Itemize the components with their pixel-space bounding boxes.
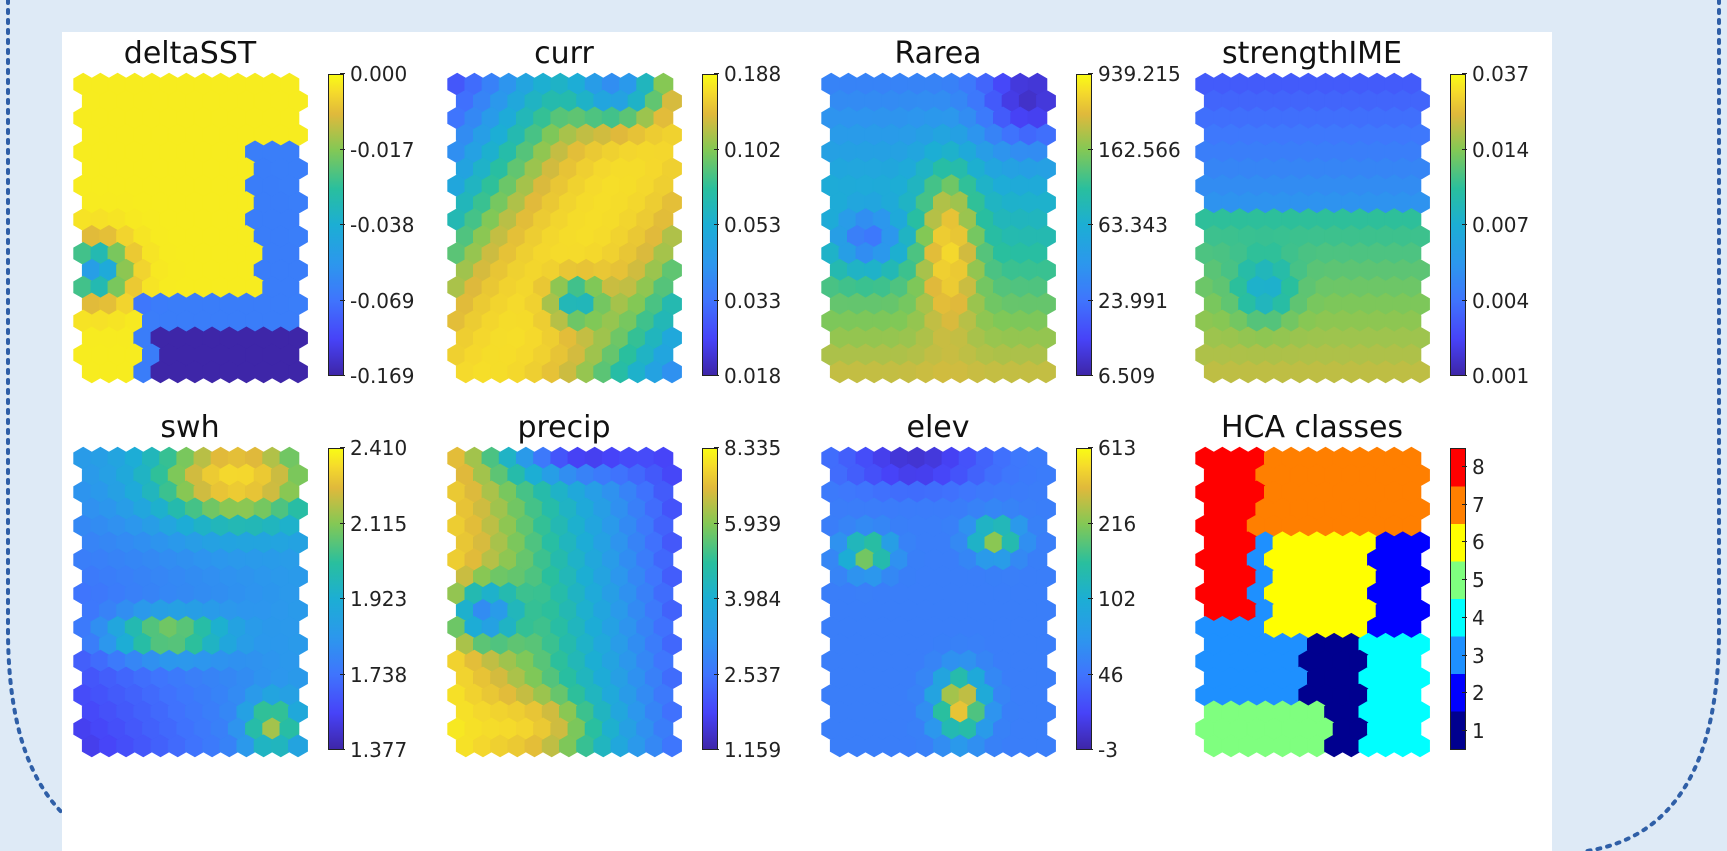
colorbar-tick-label: 0.007: [1461, 213, 1530, 237]
hex-cell: [662, 360, 682, 384]
colorbar-tick-label: 8.335: [713, 436, 782, 460]
colorbar-tick-label: 1.159: [713, 738, 782, 762]
colorbar-tick-label: 0.053: [713, 213, 782, 237]
som-panel-elev: elev 613 216 102 46 -3: [821, 410, 1182, 780]
figure-area: deltaSST 0.000 -0.017 -0.038 -0.069 -0.169 cur…: [62, 32, 1552, 851]
colorbar-tick-label: 4: [1462, 605, 1485, 630]
som-panel-hca-classes: HCA classes 8 7 6 5 4 3 2 1: [1195, 410, 1556, 780]
colorbar: [1450, 448, 1466, 750]
colorbar-tick-label: 162.566: [1088, 137, 1181, 162]
colorbar-tick-label: 5.939: [713, 511, 782, 536]
colorbar-tick-label: 0.033: [713, 288, 782, 313]
panel-title: curr: [534, 36, 594, 71]
colorbar-tick-label: 0.037: [1461, 62, 1530, 86]
panel-title: Rarea: [894, 36, 982, 71]
colorbar-tick-label: 3.984: [713, 587, 782, 611]
som-panel-rarea: Rarea 939.215 162.566 63.343 23.991 6.509: [821, 36, 1182, 406]
colorbar-tick-label: 63.343: [1088, 213, 1168, 237]
colorbar-tick-label: 46: [1087, 662, 1124, 687]
colorbar-tick-label: 6: [1462, 530, 1485, 555]
colorbar-tick-label: -0.017: [339, 137, 415, 162]
colorbar-tick-label: 3: [1462, 643, 1485, 668]
som-hex-map: [1195, 72, 1430, 384]
som-panel-strengthime: strengthIME 0.037 0.014 0.007 0.004 0.001: [1195, 36, 1556, 406]
colorbar-tick-label: 23.991: [1088, 288, 1168, 313]
panel-title: precip: [517, 410, 611, 445]
colorbar-tick-label: 6.509: [1087, 364, 1156, 388]
som-hex-map: [447, 72, 682, 384]
panel-title: deltaSST: [123, 36, 257, 71]
colorbar-tick-label: 939.215: [1088, 62, 1181, 86]
colorbar-tick-label: 5: [1462, 568, 1485, 593]
colorbar-tick-label: 1.923: [339, 587, 408, 611]
som-hex-map: [821, 72, 1056, 384]
hex-cell: [662, 734, 682, 758]
colorbar-tick-label: 2.115: [339, 511, 408, 536]
som-hex-map: [447, 446, 682, 758]
colorbar: [1076, 448, 1092, 750]
hex-cell: [1410, 360, 1430, 384]
hex-cell: [1036, 360, 1056, 384]
colorbar: [1450, 74, 1466, 376]
colorbar-tick-label: -0.169: [339, 364, 415, 388]
colorbar: [328, 74, 344, 376]
som-panel-curr: curr 0.188 0.102 0.053 0.033 0.018: [447, 36, 808, 406]
colorbar-tick-label: 8: [1462, 454, 1485, 479]
som-panel-swh: swh 2.410 2.115 1.923 1.738 1.377: [73, 410, 434, 780]
colorbar-tick-label: 0.014: [1461, 137, 1530, 162]
colorbar-tick-label: 0.001: [1461, 364, 1530, 388]
hex-cell: [288, 360, 308, 384]
colorbar-tick-label: 0.188: [713, 62, 782, 86]
panel-title: HCA classes: [1220, 410, 1404, 445]
som-panel-precip: precip 8.335 5.939 3.984 2.537 1.159: [447, 410, 808, 780]
colorbar-tick-label: 0.102: [713, 137, 782, 162]
colorbar-tick-label: 1.377: [339, 738, 408, 762]
colorbar-tick-label: 0.018: [713, 364, 782, 388]
colorbar-tick-label: -0.069: [339, 288, 415, 313]
hex-cell: [288, 734, 308, 758]
colorbar-tick-label: 0.000: [339, 62, 408, 86]
colorbar-tick-label: 0.004: [1461, 288, 1530, 313]
panel-title: elev: [906, 410, 970, 445]
colorbar: [702, 74, 718, 376]
colorbar: [1076, 74, 1092, 376]
colorbar-tick-label: 2.410: [339, 436, 408, 460]
colorbar-tick-label: 216: [1087, 511, 1137, 536]
colorbar-tick-label: -3: [1088, 738, 1118, 762]
colorbar-tick-label: 102: [1087, 587, 1137, 611]
panel-title: swh: [160, 410, 220, 445]
colorbar-tick-label: -0.038: [339, 213, 415, 237]
som-hex-map: [73, 72, 308, 384]
colorbar-tick-label: 2: [1462, 681, 1485, 706]
colorbar-tick-label: 613: [1087, 436, 1137, 460]
colorbar-tick-label: 1: [1462, 719, 1485, 744]
colorbar: [328, 448, 344, 750]
hex-cell: [1036, 734, 1056, 758]
som-hex-map: [821, 446, 1056, 758]
colorbar-tick-label: 2.537: [713, 662, 782, 687]
som-hex-map: [1195, 446, 1430, 758]
panel-title: strengthIME: [1221, 36, 1403, 71]
som-panel-deltasst: deltaSST 0.000 -0.017 -0.038 -0.069 -0.169: [73, 36, 434, 406]
colorbar: [702, 448, 718, 750]
colorbar-tick-label: 1.738: [339, 662, 408, 687]
colorbar-tick-label: 7: [1462, 492, 1485, 517]
hex-cell: [1410, 734, 1430, 758]
som-hex-map: [73, 446, 308, 758]
